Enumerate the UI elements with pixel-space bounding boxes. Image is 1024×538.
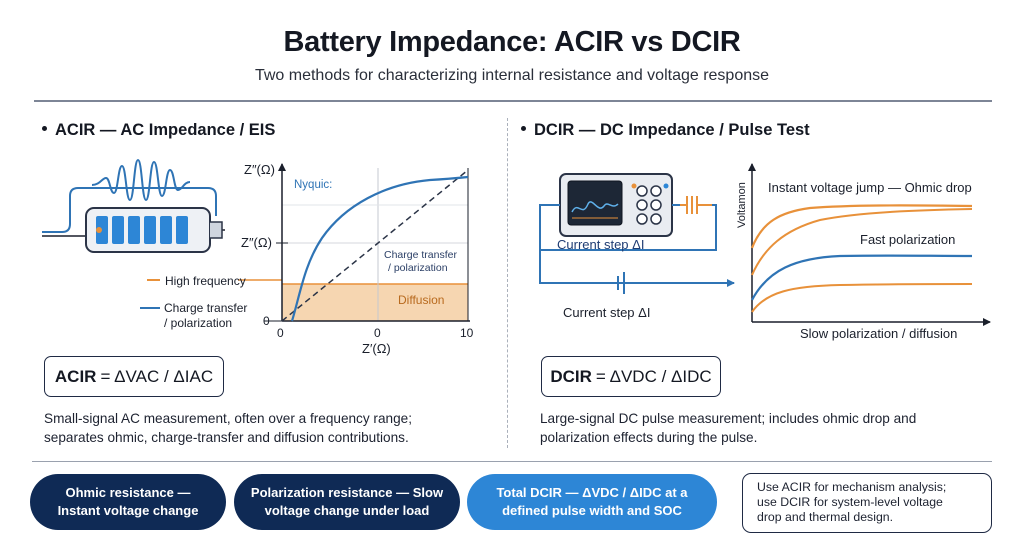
- pill-polarization-line-2: voltage change under load: [264, 503, 430, 518]
- dcir-heading: DCIR — DC Impedance / Pulse Test: [521, 121, 810, 140]
- current-step-label-lower: Current step ΔI: [563, 305, 650, 320]
- step-switch-icon: [617, 272, 625, 294]
- pill-total-line-2: defined pulse width and SOC: [502, 503, 682, 518]
- note-line-1: Use ACIR for mechanism analysis;: [757, 480, 947, 494]
- measurement-circuit-loop: [539, 204, 717, 251]
- nyquist-curve-label: Nyquic:: [294, 179, 332, 191]
- page-subtitle: Two methods for characterizing internal …: [254, 67, 770, 84]
- nyquist-tick-y0: 0: [263, 314, 270, 328]
- legend-charge-transfer-1: Charge transfer: [164, 301, 247, 315]
- slow-polarization-axis-label: Slow polarization / diffusion: [800, 326, 957, 341]
- nyquist-curve: [290, 175, 469, 322]
- nyquist-tick-x-max: 10: [460, 326, 474, 340]
- acir-description: Small-signal AC measurement, often over …: [44, 409, 412, 447]
- ac-sine-wave: [91, 158, 191, 202]
- dcir-description-line-1: Large-signal DC pulse measurement; inclu…: [540, 411, 917, 426]
- acir-heading-text: ACIR — AC Impedance / EIS: [55, 121, 276, 139]
- diffusion-region: [282, 284, 468, 321]
- pill-ohmic-resistance: Ohmic resistance — Instant voltage chang…: [30, 474, 226, 530]
- acir-formula-rhs: = ΔVAC / ΔIAC: [100, 366, 214, 386]
- acir-heading: ACIR — AC Impedance / EIS: [42, 121, 275, 140]
- pill-ohmic-line-2: Instant voltage change: [57, 503, 199, 518]
- pill-total-dcir: Total DCIR — ΔVDC / ΔIDC at a defined pu…: [467, 474, 717, 530]
- response-curve-slow-polarization: [751, 283, 973, 313]
- usage-note-box: Use ACIR for mechanism analysis; use DCI…: [742, 473, 992, 533]
- charge-transfer-label-2: / polarization: [388, 262, 448, 274]
- dcir-description-line-2: polarization effects during the pulse.: [540, 430, 758, 445]
- current-step-arrow: [539, 250, 735, 287]
- instant-jump-label: Instant voltage jump — Ohmic drop: [768, 180, 972, 195]
- acir-formula-box: ACIR = ΔVAC / ΔIAC: [44, 356, 224, 397]
- note-line-2: use DCIR for system-level voltage: [757, 495, 943, 509]
- acir-formula-lhs: ACIR: [54, 366, 97, 386]
- footer-divider: [32, 461, 992, 462]
- nyquist-tick-x0: 0: [277, 326, 284, 340]
- fast-polarization-label: Fast polarization: [860, 232, 955, 247]
- nyquist-y-label-top: Z″(Ω): [244, 162, 275, 177]
- dcir-heading-text: DCIR — DC Impedance / Pulse Test: [534, 121, 810, 139]
- pulse-tester-instrument: [559, 173, 673, 237]
- header-divider: [34, 100, 992, 102]
- legend-charge-transfer-2: / polarization: [164, 316, 232, 330]
- note-line-3: drop and thermal design.: [757, 510, 894, 524]
- bullet-icon: [42, 126, 47, 132]
- response-curve-fast-polarization: [751, 254, 973, 301]
- response-curve-instant: [750, 204, 973, 249]
- pill-ohmic-line-1: Ohmic resistance —: [65, 485, 191, 500]
- nyquist-tick-x-mid: 0: [374, 326, 381, 340]
- section-divider: [507, 118, 508, 448]
- diffusion-label: Diffusion: [398, 293, 444, 307]
- pill-total-line-1: Total DCIR — ΔVDC / ΔIDC at a: [496, 485, 688, 500]
- load-resistor-icon: [680, 196, 712, 214]
- pill-polarization-line-1: Polarization resistance — Slow: [250, 485, 444, 500]
- current-step-label-upper: Current step ΔI: [557, 237, 644, 252]
- response-curve-ohmic: [751, 208, 973, 276]
- nyquist-y-label-mid: Z″(Ω): [241, 235, 272, 250]
- acir-description-line-1: Small-signal AC measurement, often over …: [44, 411, 412, 426]
- acir-description-line-2: separates ohmic, charge-transfer and dif…: [44, 430, 409, 445]
- charge-transfer-label-1: Charge transfer: [384, 249, 457, 261]
- battery-icon: [42, 187, 225, 253]
- dcir-formula-box: DCIR = ΔVDC / ΔIDC: [541, 356, 721, 397]
- bullet-icon: [521, 126, 526, 132]
- nyquist-plot: [264, 163, 470, 322]
- dcir-description: Large-signal DC pulse measurement; inclu…: [540, 409, 916, 447]
- dcir-formula-lhs: DCIR: [550, 366, 592, 386]
- nyquist-x-label: Z′(Ω): [362, 341, 391, 356]
- page-title: Battery Impedance: ACIR vs DCIR: [283, 26, 741, 58]
- legend-high-frequency: High frequency: [165, 274, 246, 288]
- dcir-formula-rhs: = ΔVDC / ΔIDC: [595, 366, 712, 386]
- pill-polarization-resistance: Polarization resistance — Slow voltage c…: [234, 474, 460, 530]
- voltage-response-plot: [748, 163, 991, 326]
- voltage-axis-label: Voltamon: [736, 182, 748, 228]
